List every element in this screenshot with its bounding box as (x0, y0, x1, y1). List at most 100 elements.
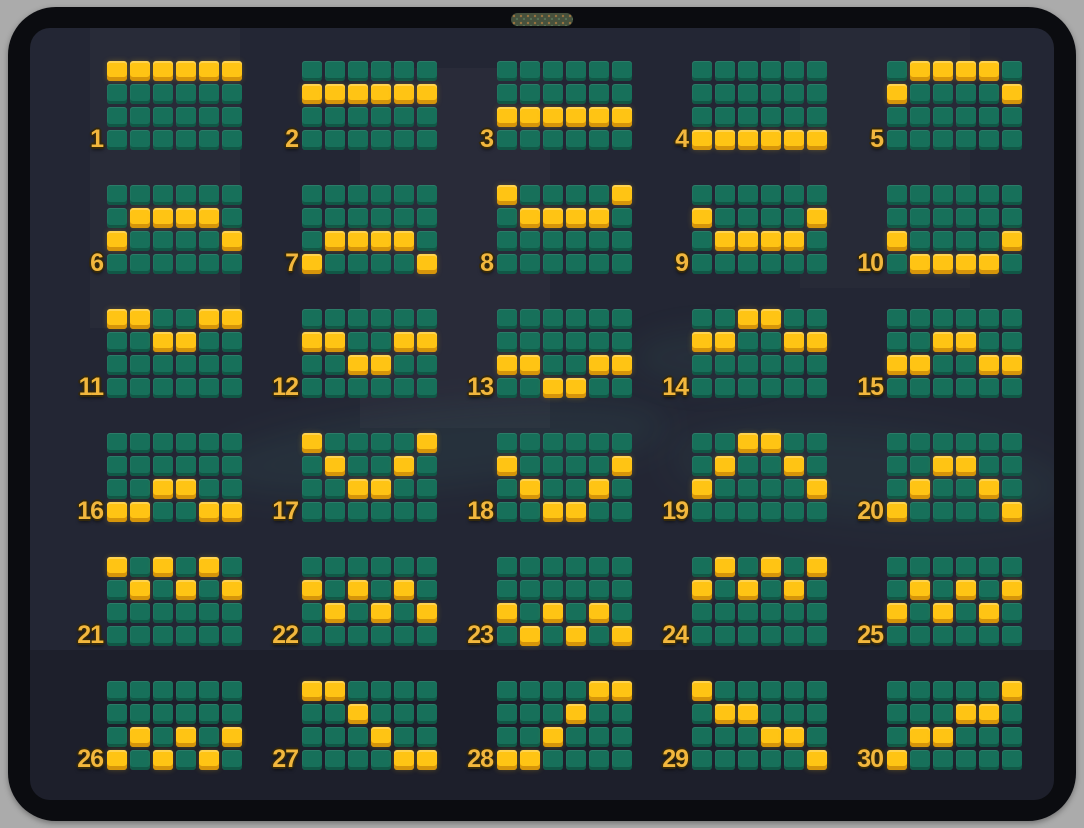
payline-cell-off (933, 502, 953, 522)
payline-number: 26 (77, 745, 104, 773)
payline-cell-off (394, 479, 414, 499)
payline-grid (302, 61, 437, 150)
payline-cell-off (325, 727, 345, 747)
payline-cell-on (543, 208, 563, 228)
payline-cell-on (589, 107, 609, 127)
payline-cell-off (176, 603, 196, 623)
payline-cell-off (566, 332, 586, 352)
payline-cell-off (715, 580, 735, 600)
payline-number: 22 (272, 621, 299, 649)
payline-cell-on (107, 750, 127, 770)
payline-number: 1 (90, 125, 104, 153)
payline-cell-on (715, 130, 735, 150)
payline-cell-off (910, 704, 930, 724)
payline-cell-off (325, 580, 345, 600)
payline-cell-off (956, 208, 976, 228)
payline-cell-off (153, 84, 173, 104)
payline-grid (497, 433, 632, 522)
payline-cell-on (302, 332, 322, 352)
payline-cell-off (738, 557, 758, 577)
payline-tile: 17 (267, 433, 437, 524)
payline-cell-off (589, 626, 609, 646)
payline-cell-off (130, 231, 150, 251)
payline-cell-off (153, 309, 173, 329)
payline-grid (107, 681, 242, 770)
payline-cell-off (199, 355, 219, 375)
payline-number: 19 (662, 497, 689, 525)
payline-cell-off (153, 704, 173, 724)
payline-cell-off (348, 626, 368, 646)
payline-cell-off (887, 557, 907, 577)
payline-cell-on (692, 681, 712, 701)
payline-cell-off (348, 185, 368, 205)
payline-cell-on (910, 254, 930, 274)
payline-cell-off (520, 681, 540, 701)
payline-cell-off (222, 681, 242, 701)
payline-cell-off (612, 61, 632, 81)
payline-cell-off (566, 309, 586, 329)
payline-cell-off (199, 378, 219, 398)
payline-cell-off (497, 61, 517, 81)
payline-cell-off (692, 626, 712, 646)
payline-cell-off (589, 580, 609, 600)
payline-cell-off (348, 603, 368, 623)
payline-cell-off (371, 681, 391, 701)
payline-cell-off (761, 378, 781, 398)
payline-cell-on (394, 332, 414, 352)
payline-cell-on (130, 502, 150, 522)
payline-cell-off (784, 479, 804, 499)
payline-cell-off (371, 254, 391, 274)
payline-cell-off (738, 185, 758, 205)
payline-cell-off (107, 208, 127, 228)
payline-cell-off (222, 107, 242, 127)
payline-cell-off (715, 727, 735, 747)
payline-cell-off (199, 479, 219, 499)
payline-cell-off (176, 84, 196, 104)
payline-cell-on (933, 727, 953, 747)
payline-cell-on (176, 580, 196, 600)
payline-cell-off (933, 378, 953, 398)
payline-cell-off (807, 456, 827, 476)
payline-cell-off (715, 626, 735, 646)
payline-cell-on (761, 130, 781, 150)
payline-cell-off (979, 727, 999, 747)
payline-cell-off (566, 456, 586, 476)
payline-cell-off (520, 557, 540, 577)
payline-cell-on (371, 603, 391, 623)
payline-cell-off (199, 332, 219, 352)
payline-cell-off (1002, 208, 1022, 228)
payline-cell-on (692, 130, 712, 150)
payline-cell-on (956, 704, 976, 724)
payline-tile: 4 (657, 61, 827, 152)
payline-cell-off (176, 254, 196, 274)
payline-cell-off (956, 681, 976, 701)
payline-cell-on (612, 185, 632, 205)
payline-cell-on (933, 254, 953, 274)
payline-cell-off (784, 208, 804, 228)
payline-cell-off (933, 557, 953, 577)
payline-grid (497, 309, 632, 398)
payline-cell-off (543, 479, 563, 499)
payline-cell-off (130, 185, 150, 205)
payline-cell-on (153, 61, 173, 81)
payline-cell-off (371, 332, 391, 352)
payline-cell-off (417, 727, 437, 747)
payline-cell-off (612, 231, 632, 251)
payline-cell-on (910, 355, 930, 375)
payline-cell-on (543, 378, 563, 398)
payline-cell-off (979, 502, 999, 522)
payline-cell-off (153, 231, 173, 251)
payline-cell-on (222, 231, 242, 251)
payline-cell-off (807, 580, 827, 600)
payline-tile: 19 (657, 433, 827, 525)
payline-cell-off (887, 61, 907, 81)
payline-cell-off (302, 479, 322, 499)
payline-cell-on (394, 231, 414, 251)
payline-cell-on (325, 456, 345, 476)
payline-cell-on (979, 61, 999, 81)
payline-cell-off (784, 355, 804, 375)
payline-cell-on (176, 208, 196, 228)
payline-cell-off (715, 254, 735, 274)
payline-grid (692, 309, 827, 398)
payline-cell-off (887, 626, 907, 646)
